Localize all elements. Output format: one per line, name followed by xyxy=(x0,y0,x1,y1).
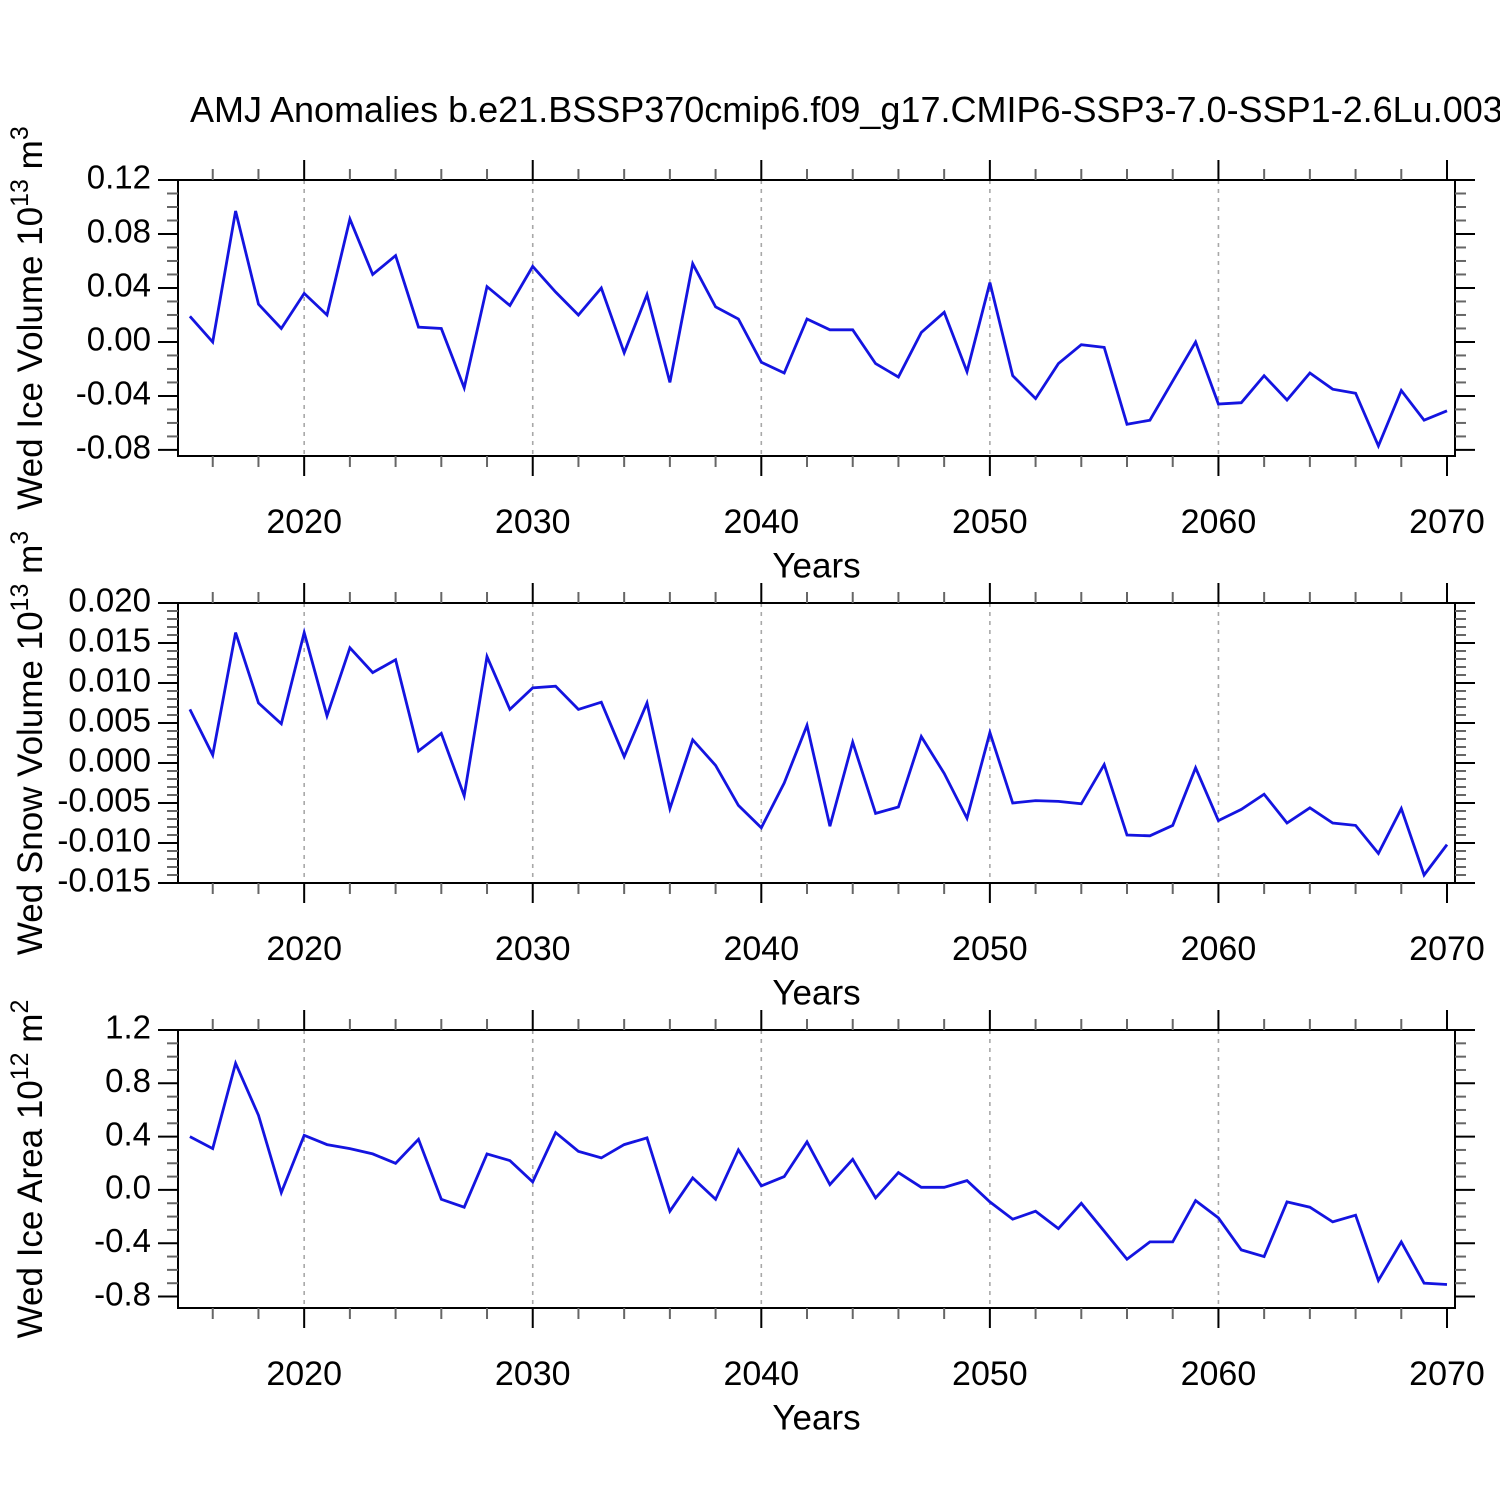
panel-wed-ice-volume: 2020 2030 2040 2050 2060 2070 0.12 0.08 0.04 0.00… xyxy=(6,126,1485,585)
x-tick-label: 2020 xyxy=(266,503,342,541)
x-tick-label: 2050 xyxy=(952,930,1028,968)
y-tick-label: 0.005 xyxy=(68,702,151,739)
y-tick-label: -0.04 xyxy=(76,375,151,412)
x-tick-label: 2050 xyxy=(952,1355,1028,1393)
y-tick-label: 0.010 xyxy=(68,662,151,699)
y-tick-label: 0.0 xyxy=(105,1169,151,1206)
x-tick-label: 2020 xyxy=(266,930,342,968)
x-tick-label: 2030 xyxy=(495,503,571,541)
x-axis-title: Years xyxy=(772,546,860,585)
y-tick-label: 0.08 xyxy=(87,213,151,250)
y-tick-label: 0.00 xyxy=(87,321,151,358)
x-tick-label: 2070 xyxy=(1409,503,1485,541)
x-tick-label: 2070 xyxy=(1409,930,1485,968)
x-tick-label: 2050 xyxy=(952,503,1028,541)
x-axis-title: Years xyxy=(772,1398,860,1437)
y-tick-label: -0.8 xyxy=(94,1275,151,1312)
y-tick-label: -0.010 xyxy=(57,822,151,859)
x-tick-label: 2070 xyxy=(1409,1355,1485,1393)
y-tick-label: 0.04 xyxy=(87,267,151,304)
x-tick-label: 2030 xyxy=(495,930,571,968)
panel-frame xyxy=(177,602,1456,884)
x-tick-label: 2040 xyxy=(723,503,799,541)
y-tick-label: 0.000 xyxy=(68,742,151,779)
y-tick-label: -0.005 xyxy=(57,782,151,819)
x-axis-title: Years xyxy=(772,973,860,1012)
y-tick-label: -0.4 xyxy=(94,1222,151,1259)
x-tick-label: 2060 xyxy=(1181,1355,1257,1393)
x-tick-label: 2020 xyxy=(266,1355,342,1393)
x-tick-label: 2030 xyxy=(495,1355,571,1393)
wed-snow-volume-line xyxy=(188,627,1449,878)
panel-frame xyxy=(177,179,1456,457)
y-axis-title: Wed Snow Volume 1013 m3 xyxy=(6,531,50,955)
x-tick-label: 2040 xyxy=(723,930,799,968)
panel-frame xyxy=(177,1029,1456,1309)
y-tick-label: 0.12 xyxy=(87,159,151,196)
y-axis-title: Wed Ice Volume 1013 m3 xyxy=(6,126,50,509)
x-tick-label: 2040 xyxy=(723,1355,799,1393)
figure-title: AMJ Anomalies b.e21.BSSP370cmip6.f09_g17… xyxy=(190,89,1500,130)
y-tick-label: -0.015 xyxy=(57,862,151,899)
y-tick-label: 0.020 xyxy=(68,582,151,619)
y-axis-title: Wed Ice Area 1012 m2 xyxy=(6,1000,50,1339)
panel-wed-ice-area: 2020 2030 2040 2050 2060 2070 1.2 0.8 0.4 0.0 -0.4… xyxy=(6,1000,1485,1438)
wed-ice-area-line xyxy=(189,1059,1448,1286)
y-tick-label: 1.2 xyxy=(105,1009,151,1046)
y-tick-label: -0.08 xyxy=(76,429,151,466)
wed-ice-volume-line xyxy=(188,210,1448,450)
y-tick-label: 0.4 xyxy=(105,1115,151,1152)
panel-wed-snow-volume: 2020 2030 2040 2050 2060 20700.0200.0150.0100… xyxy=(6,531,1485,1012)
x-tick-label: 2060 xyxy=(1181,503,1257,541)
x-tick-label: 2060 xyxy=(1181,930,1257,968)
y-tick-label: 0.8 xyxy=(105,1062,151,1099)
y-tick-label: 0.015 xyxy=(68,622,151,659)
